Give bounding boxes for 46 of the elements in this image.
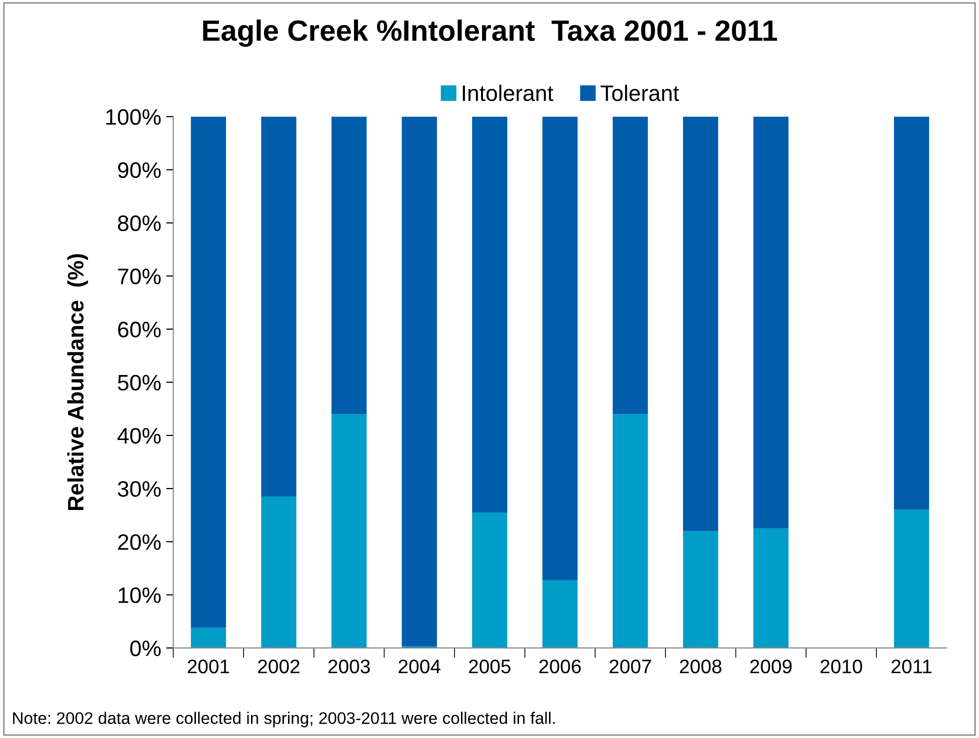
bar: [190, 116, 226, 628]
bar: [261, 116, 296, 497]
x-tick-label: 2003: [328, 660, 370, 674]
bar: [331, 414, 367, 648]
x-tick-label: 2004: [398, 660, 440, 674]
y-tick-label: 30%: [118, 481, 161, 497]
bar: [683, 531, 718, 648]
y-tick-label: 20%: [118, 534, 161, 550]
bar: [331, 116, 367, 414]
y-tick-label: 50%: [118, 374, 161, 391]
legend-label: Tolerant: [600, 84, 680, 102]
bar: [612, 414, 648, 648]
bar: [894, 116, 930, 510]
y-tick-label: 70%: [118, 268, 161, 284]
text: Note: 2002 data were collected in spring; 2003-2011 were collected in fall.: [13, 712, 555, 728]
x-tick-label: 2010: [820, 660, 862, 674]
x-tick-label: 2008: [680, 660, 722, 674]
bar: [894, 510, 930, 648]
chart-title: Eagle Creek %Intolerant Taxa 2001 - 2011: [203, 20, 778, 47]
bar: [542, 116, 578, 580]
x-tick-label: 2011: [892, 660, 932, 674]
y-tick-label: 100%: [106, 109, 161, 125]
bar: [472, 512, 508, 648]
x-tick-label: 2006: [539, 660, 581, 674]
bar: [753, 116, 788, 528]
bar: [190, 628, 226, 648]
x-tick-label: 2005: [469, 660, 510, 674]
y-tick-label: 90%: [118, 162, 161, 178]
bar: [612, 116, 648, 414]
y-tick-label: 10%: [118, 587, 161, 604]
x-tick-label: 2009: [750, 660, 792, 674]
y-tick-label: 0%: [130, 640, 161, 656]
x-tick-label: 2001: [188, 660, 230, 674]
y-axis-title: Relative Abundance (%): [67, 254, 88, 510]
y-tick-label: 80%: [118, 215, 161, 232]
bar: [261, 496, 296, 648]
legend-label: Intolerant: [462, 84, 554, 102]
bar: [683, 116, 718, 532]
bar: [472, 116, 508, 512]
x-tick-label: 2007: [610, 660, 651, 674]
y-tick-label: 60%: [118, 322, 161, 338]
bar: [753, 528, 788, 648]
x-tick-label: 2002: [258, 660, 300, 674]
bar: [402, 116, 437, 646]
y-tick-label: 40%: [118, 428, 161, 444]
bar: [542, 580, 578, 648]
